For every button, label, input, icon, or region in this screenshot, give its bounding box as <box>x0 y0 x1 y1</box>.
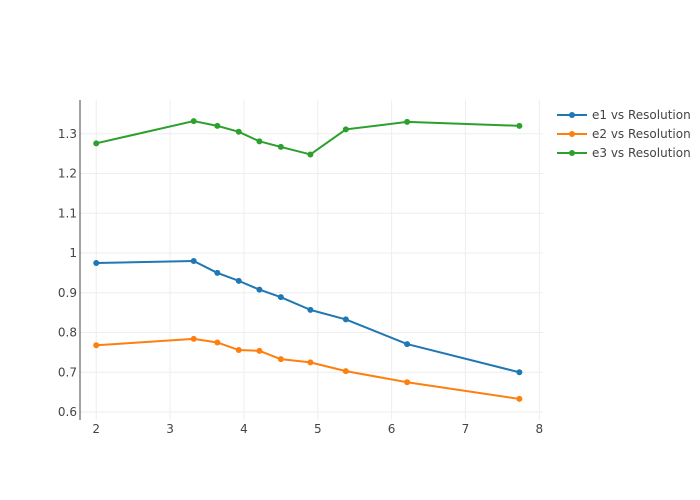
data-point[interactable] <box>342 368 349 375</box>
data-point[interactable] <box>256 347 263 354</box>
data-point[interactable] <box>277 143 284 150</box>
y-tick-label: 1.3 <box>58 127 77 141</box>
data-point[interactable] <box>307 151 314 158</box>
legend-label: e3 vs Resolution <box>592 146 691 160</box>
series-line-3 <box>96 120 520 156</box>
x-tick-label: 5 <box>314 422 322 436</box>
y-tick-label: 0.7 <box>58 365 77 379</box>
data-point[interactable] <box>277 294 284 301</box>
data-point[interactable] <box>404 379 411 386</box>
y-tick-label: 1.2 <box>58 167 77 181</box>
y-tick-label: 1.1 <box>58 206 77 220</box>
data-point[interactable] <box>235 277 242 284</box>
y-tick-label: 0.9 <box>58 286 77 300</box>
series-line-2 <box>96 337 520 400</box>
y-tick-label: 0.8 <box>58 326 77 340</box>
data-point[interactable] <box>214 122 221 129</box>
grid-lines <box>80 100 543 420</box>
data-point[interactable] <box>404 341 411 348</box>
legend-label: e1 vs Resolution <box>592 108 691 122</box>
axes: 2 3 4 5 6 7 8 0.6 0.7 0.8 0.9 1 1.1 1.2 1.3 <box>58 100 543 436</box>
y-tick-label: 1 <box>69 246 77 260</box>
series-3 <box>93 118 523 158</box>
legend-item-2[interactable]: e2 vs Resolution <box>557 127 691 141</box>
legend-swatch-marker <box>569 150 575 156</box>
data-point[interactable] <box>277 356 284 363</box>
data-point[interactable] <box>235 128 242 135</box>
data-point[interactable] <box>190 118 197 125</box>
data-point[interactable] <box>214 339 221 346</box>
data-point[interactable] <box>404 118 411 125</box>
x-tick-label: 2 <box>92 422 100 436</box>
data-point[interactable] <box>214 269 221 276</box>
series-layer <box>93 118 523 402</box>
legend-item-1[interactable]: e1 vs Resolution <box>557 108 691 122</box>
data-point[interactable] <box>256 286 263 293</box>
data-point[interactable] <box>93 259 100 266</box>
x-tick-label: 6 <box>388 422 396 436</box>
data-point[interactable] <box>342 126 349 133</box>
data-point[interactable] <box>307 306 314 313</box>
series-2 <box>93 335 523 402</box>
data-point[interactable] <box>516 395 523 402</box>
legend-swatch-marker <box>569 131 575 137</box>
data-point[interactable] <box>342 316 349 323</box>
data-point[interactable] <box>516 369 523 376</box>
legend-item-3[interactable]: e3 vs Resolution <box>557 146 691 160</box>
data-point[interactable] <box>516 122 523 129</box>
data-point[interactable] <box>235 347 242 354</box>
series-1 <box>93 257 523 376</box>
legend-swatch-marker <box>569 112 575 118</box>
data-point[interactable] <box>190 257 197 264</box>
x-tick-label: 4 <box>240 422 248 436</box>
legend-label: e2 vs Resolution <box>592 127 691 141</box>
y-tick-label: 0.6 <box>58 405 77 419</box>
series-line-1 <box>96 259 520 374</box>
legend[interactable]: e1 vs Resolution e2 vs Resolution e3 vs Re… <box>557 108 691 160</box>
x-tick-label: 8 <box>535 422 543 436</box>
x-tick-label: 7 <box>462 422 470 436</box>
data-point[interactable] <box>256 138 263 145</box>
x-tick-label: 3 <box>166 422 174 436</box>
data-point[interactable] <box>190 335 197 342</box>
data-point[interactable] <box>93 140 100 147</box>
data-point[interactable] <box>307 359 314 366</box>
data-point[interactable] <box>93 342 100 349</box>
